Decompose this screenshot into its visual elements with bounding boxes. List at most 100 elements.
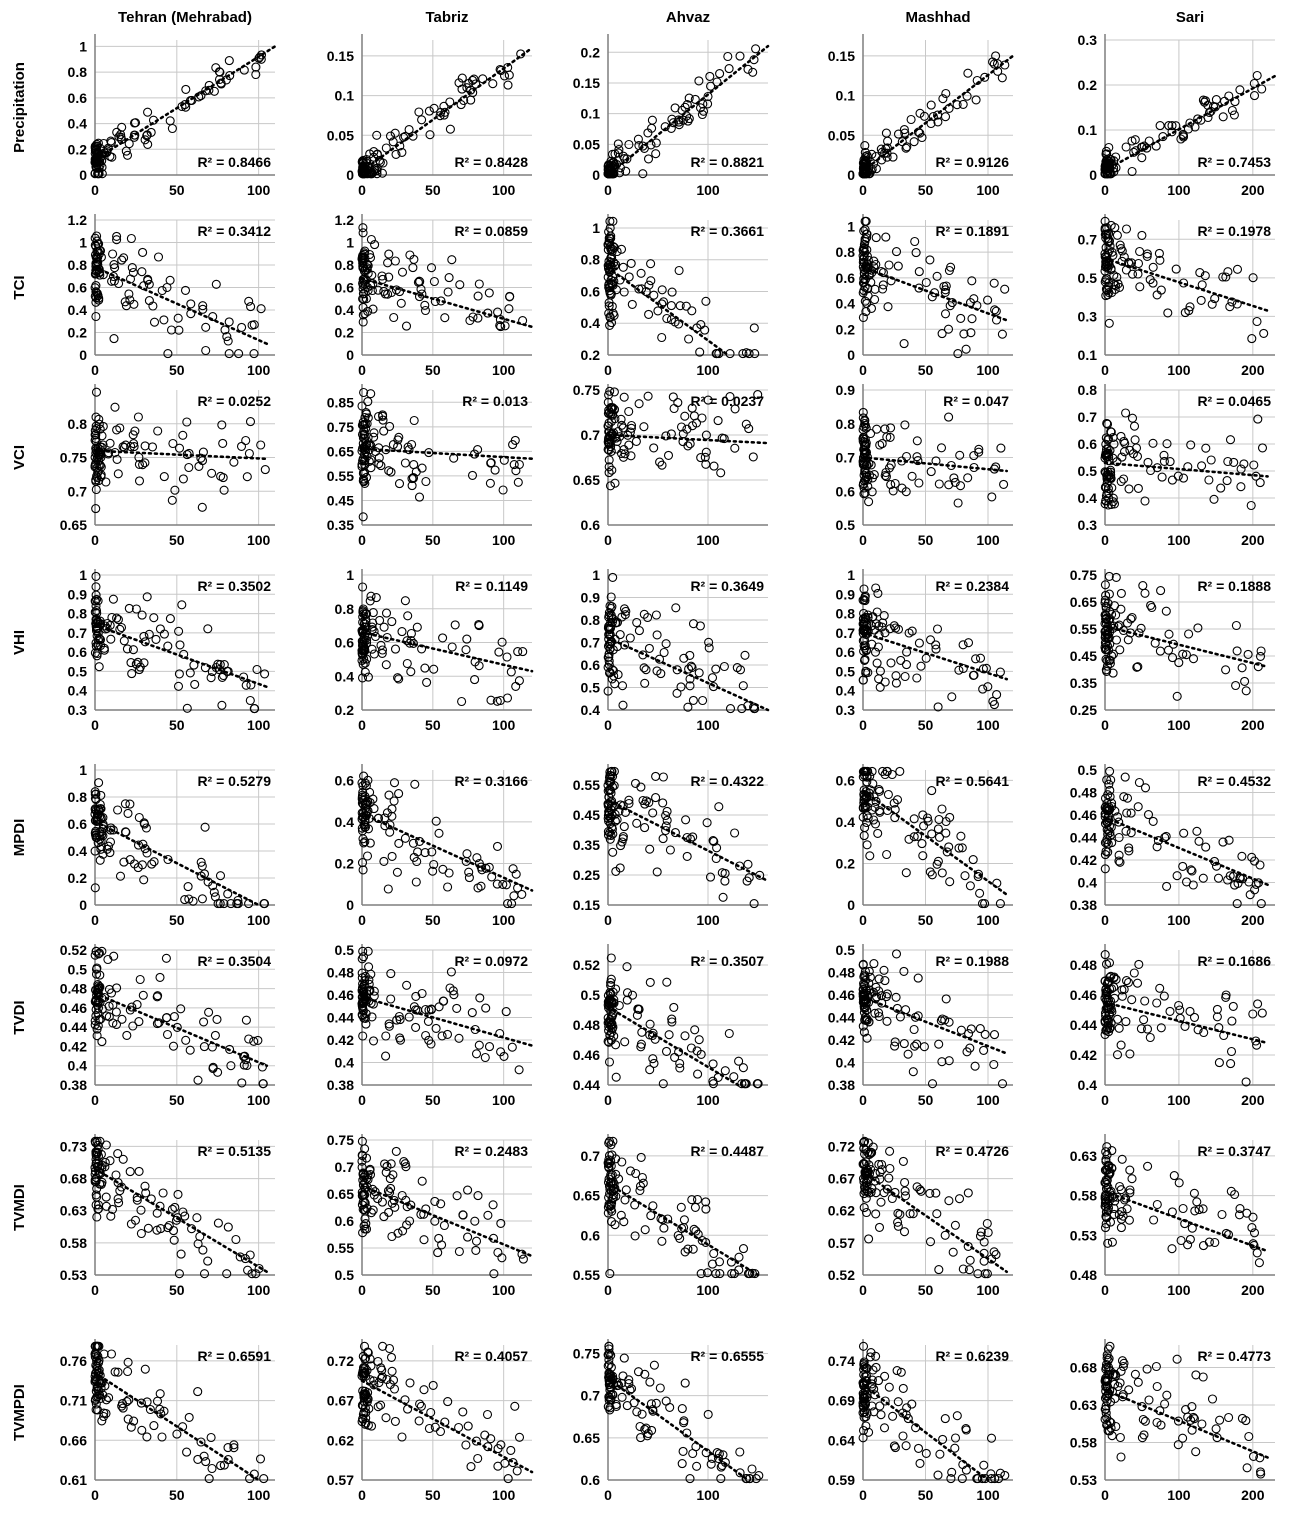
data-point	[864, 459, 874, 469]
data-point	[1152, 290, 1162, 300]
trendline	[93, 623, 269, 689]
data-point	[476, 881, 486, 891]
data-point	[1109, 499, 1120, 509]
data-point	[110, 1367, 120, 1377]
data-point	[899, 125, 909, 135]
data-point	[913, 831, 923, 841]
data-point	[414, 107, 424, 117]
data-point	[366, 969, 376, 979]
data-point	[945, 877, 955, 887]
r-squared-label: R² = 0.8466	[197, 154, 271, 170]
trendline	[93, 45, 277, 161]
data-point	[858, 453, 869, 463]
x-tick-label: 100	[492, 1092, 516, 1108]
data-point	[357, 1200, 367, 1210]
data-point	[376, 1363, 386, 1373]
data-point	[932, 624, 943, 634]
data-point	[439, 1220, 449, 1231]
data-point	[496, 1218, 506, 1228]
data-point	[606, 231, 616, 241]
data-point	[488, 79, 498, 89]
data-point	[144, 629, 154, 639]
data-point	[184, 894, 194, 904]
data-point	[1121, 826, 1131, 836]
data-point	[428, 1380, 438, 1390]
data-point	[369, 428, 379, 438]
data-point	[1255, 478, 1265, 488]
data-point	[638, 141, 648, 151]
data-point	[1121, 142, 1131, 152]
data-point	[607, 1150, 617, 1160]
data-point	[482, 1409, 493, 1420]
data-point	[1130, 435, 1140, 445]
data-point	[136, 1398, 146, 1408]
data-point	[716, 468, 726, 478]
data-point	[119, 253, 129, 263]
data-point	[91, 582, 101, 592]
y-tick-label: 0.9	[836, 382, 856, 398]
data-point	[222, 1269, 232, 1279]
data-point	[958, 99, 968, 109]
x-tick-label: 50	[169, 717, 185, 733]
data-point	[1152, 842, 1162, 852]
y-tick-label: 0.6	[1078, 436, 1098, 452]
data-point	[860, 474, 870, 485]
data-point	[1167, 1244, 1177, 1254]
data-point	[197, 502, 207, 512]
data-point	[368, 1036, 379, 1046]
data-point	[358, 952, 369, 962]
data-point	[938, 94, 948, 104]
data-point	[970, 1061, 980, 1071]
data-point	[1224, 835, 1234, 845]
data-point	[149, 1421, 159, 1431]
data-point	[369, 432, 379, 442]
data-point	[367, 285, 377, 296]
data-point	[862, 772, 872, 782]
data-point	[927, 786, 937, 796]
data-point	[429, 664, 439, 674]
data-point	[149, 613, 159, 623]
data-point	[374, 459, 384, 469]
data-point	[891, 247, 902, 257]
data-point	[1248, 1009, 1258, 1019]
data-point	[389, 796, 399, 806]
data-point	[648, 1054, 658, 1064]
data-point	[1150, 638, 1160, 648]
data-point	[697, 109, 707, 120]
r-squared-label: R² = 0.0237	[690, 393, 764, 409]
data-point	[707, 1259, 718, 1269]
data-point	[606, 1172, 616, 1182]
x-tick-label: 50	[425, 1092, 441, 1108]
data-point	[890, 1041, 900, 1051]
data-point	[394, 838, 404, 848]
data-point	[431, 816, 441, 826]
data-point	[860, 1136, 870, 1146]
x-tick-label: 100	[492, 362, 516, 378]
data-point	[980, 899, 990, 909]
data-point	[381, 1167, 391, 1177]
data-point	[209, 86, 219, 96]
r-squared-label: R² = 0.3649	[690, 578, 764, 594]
x-tick-label: 0	[91, 182, 99, 198]
data-point	[1159, 456, 1169, 466]
data-point	[871, 1188, 881, 1198]
r-squared-label: R² = 0.0465	[1197, 393, 1271, 409]
data-point	[161, 1013, 172, 1023]
data-point	[510, 1401, 520, 1411]
data-point	[1102, 489, 1112, 499]
data-point	[392, 867, 402, 877]
data-point	[885, 1163, 895, 1174]
data-point	[1151, 141, 1161, 151]
data-point	[622, 988, 633, 998]
data-point	[749, 899, 759, 909]
data-point	[385, 421, 395, 431]
y-tick-label: 0.5	[836, 942, 856, 958]
data-point	[1126, 828, 1136, 838]
data-point	[923, 816, 933, 826]
trendline	[360, 447, 534, 461]
y-tick-label: 1	[847, 567, 855, 583]
data-point	[1178, 649, 1188, 659]
data-point	[859, 1203, 869, 1213]
data-point	[185, 668, 195, 678]
